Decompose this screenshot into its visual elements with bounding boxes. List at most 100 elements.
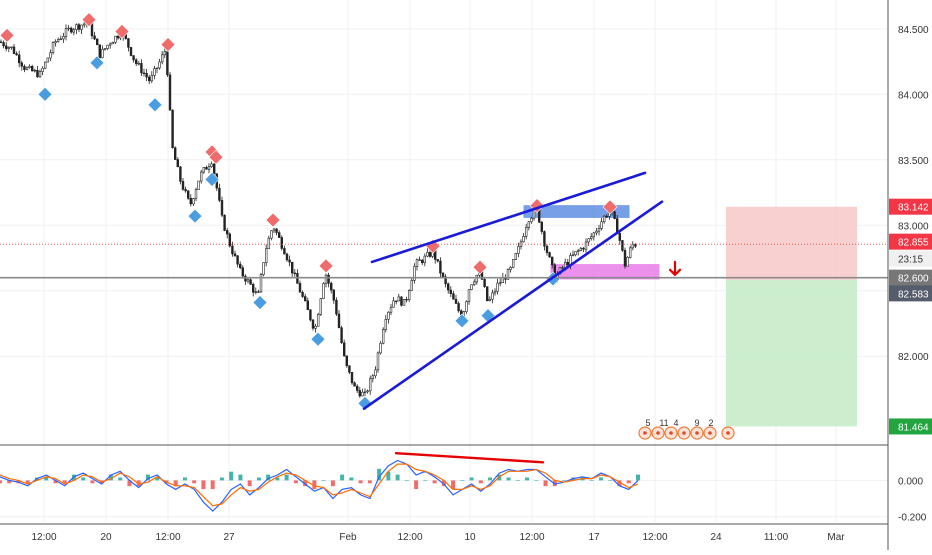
candle-down	[77, 24, 81, 30]
histogram-bar	[562, 480, 567, 481]
candle-down	[218, 187, 221, 201]
candle-up	[527, 221, 531, 228]
candle-down	[90, 22, 94, 37]
candle-down	[189, 198, 192, 205]
histogram-bar	[7, 480, 12, 484]
events-layer[interactable]: 5 11 4 9 2	[638, 418, 735, 440]
price-label[interactable]: 81.464	[889, 418, 932, 435]
candle-up	[33, 69, 37, 72]
candle-down	[452, 293, 455, 300]
histogram-bar	[340, 474, 345, 481]
histogram-bar	[210, 480, 215, 490]
down-arrow-icon	[668, 260, 682, 277]
candle-up	[267, 237, 270, 250]
candle-up	[517, 246, 520, 254]
candle-down	[275, 228, 278, 233]
candle-up	[363, 391, 367, 393]
indicator-tick-label: 0.000	[898, 476, 923, 487]
divergence-line	[394, 452, 545, 464]
histogram-bar	[266, 474, 271, 481]
candle-down	[358, 390, 361, 397]
price-label-text: 83.142	[898, 203, 929, 214]
candle-down	[444, 276, 447, 285]
time-tick-label: 12:00	[155, 532, 180, 543]
time-tick-label: 24	[710, 532, 722, 543]
price-label[interactable]: 82.583	[889, 285, 932, 302]
histogram-bar	[155, 477, 160, 481]
candle-up	[514, 253, 518, 260]
candle-up	[402, 298, 406, 306]
low-marker	[310, 331, 326, 347]
candle-down	[342, 342, 346, 357]
candle-down	[543, 231, 546, 247]
histogram-bar	[62, 480, 67, 484]
price-label-bg	[889, 233, 932, 250]
event-dot-icon	[643, 431, 647, 435]
low-marker	[204, 172, 220, 187]
candle-down	[457, 303, 460, 312]
candle-up	[322, 283, 325, 299]
candle-up	[384, 318, 387, 330]
candle-up	[316, 314, 320, 327]
candle-down	[285, 253, 289, 261]
candle-down	[428, 252, 432, 257]
histogram-bar	[432, 480, 437, 484]
candle-down	[332, 289, 335, 301]
candle-down	[2, 42, 5, 47]
low-marker	[252, 295, 268, 310]
candle-up	[387, 311, 390, 320]
candle-up	[496, 282, 499, 292]
price-label-bg	[889, 250, 932, 267]
candle-up	[56, 39, 60, 42]
low-marker	[37, 86, 53, 102]
low-marker	[454, 313, 470, 329]
candle-up	[592, 232, 596, 238]
event-dot-icon	[682, 431, 686, 435]
time-tick-label: 12:00	[519, 532, 544, 543]
time-tick-label: 12:00	[397, 532, 422, 543]
candle-up	[161, 54, 164, 63]
price-label[interactable]: 83.142	[889, 198, 932, 215]
time-tick-label: 11:00	[764, 532, 789, 543]
candle-up	[579, 247, 583, 251]
candle-down	[566, 261, 570, 266]
candle-up	[28, 65, 31, 68]
price-label[interactable]: 23:15	[889, 250, 932, 267]
candle-up	[262, 262, 265, 275]
candle-up	[67, 27, 70, 30]
candle-up	[25, 67, 29, 70]
candle-down	[394, 300, 398, 302]
candle-up	[491, 292, 494, 300]
high-marker	[160, 37, 176, 52]
candle-up	[628, 247, 632, 258]
candle-down	[436, 259, 439, 262]
high-marker	[208, 149, 224, 165]
candle-up	[72, 29, 76, 33]
high-marker	[114, 24, 130, 39]
candle-down	[249, 279, 252, 285]
candle-down	[355, 385, 359, 391]
event-dot-icon	[695, 431, 699, 435]
histogram-bar	[118, 477, 123, 481]
candle-down	[621, 240, 624, 251]
candle-up	[522, 236, 525, 243]
price-label[interactable]: 82.600	[889, 269, 932, 286]
candle-up	[371, 375, 374, 380]
event-dot-icon	[656, 431, 660, 435]
zones-layer	[523, 205, 857, 427]
candle-down	[252, 284, 255, 293]
histogram-bar	[377, 468, 382, 481]
candle-down	[239, 263, 242, 269]
candle-up	[426, 252, 429, 257]
candle-down	[70, 27, 73, 33]
candle-down	[306, 300, 309, 311]
price-label[interactable]: 82.855	[889, 233, 932, 250]
indicator-pane	[0, 452, 640, 512]
low-marker	[187, 208, 203, 224]
histogram-bar	[330, 480, 335, 487]
price-tick-label: 83.500	[898, 156, 929, 167]
event-count-label: 4	[673, 418, 678, 428]
candle-up	[324, 274, 328, 284]
histogram-bar	[617, 480, 622, 487]
